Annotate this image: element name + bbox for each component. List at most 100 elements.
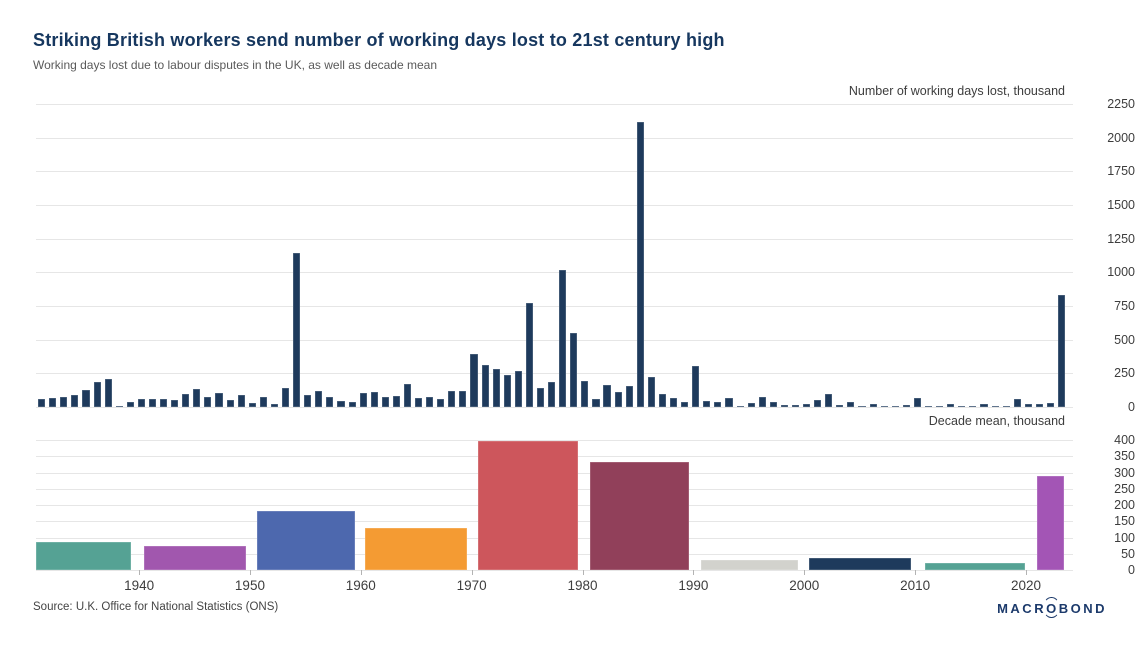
x-axis-tick-label: 1940 (124, 578, 155, 593)
year-bar (725, 398, 733, 407)
y-axis-tick-label: 500 (1114, 332, 1135, 347)
year-bar (780, 404, 788, 407)
logo-text-post: BOND (1058, 601, 1107, 616)
year-bar (215, 393, 223, 407)
year-bar (226, 399, 234, 407)
year-bar (592, 399, 600, 407)
year-bar (403, 383, 412, 407)
year-bar (670, 398, 678, 407)
y-axis-tick-label: 0 (1128, 563, 1135, 577)
gridline (36, 570, 1073, 571)
year-bar (880, 405, 888, 407)
year-bar (581, 381, 589, 407)
year-bar (847, 401, 855, 407)
year-bar (126, 401, 134, 407)
year-bar (769, 402, 777, 407)
year-bar (204, 397, 212, 407)
gridline (36, 171, 1073, 173)
gridline (36, 238, 1073, 240)
y-axis-tick-label: 2250 (1107, 97, 1135, 111)
year-bar (137, 399, 145, 407)
year-bar (536, 387, 545, 407)
logo-orbit-o-icon: O (1043, 597, 1060, 618)
y-axis-tick-label: 200 (1114, 498, 1135, 512)
year-bar (625, 385, 633, 407)
gridline (36, 373, 1073, 375)
macrobond-logo: MACROBOND (997, 597, 1107, 618)
year-bar (936, 405, 944, 407)
y-axis-tick-label: 300 (1114, 465, 1135, 480)
decade-bar (365, 528, 468, 570)
y-axis-tick-label: 250 (1114, 366, 1135, 381)
year-bar (692, 365, 700, 407)
decade-bar (36, 542, 132, 570)
year-bar (459, 390, 467, 407)
year-bar (681, 401, 689, 407)
x-axis-tick-mark (360, 570, 362, 575)
x-axis-tick-label: 1990 (678, 578, 709, 593)
year-bar (182, 394, 190, 407)
year-bar (703, 400, 711, 407)
decade-bar (701, 559, 798, 570)
year-bar (836, 404, 844, 407)
year-bar (415, 397, 423, 407)
gridline (36, 205, 1073, 206)
x-axis-tick-mark (693, 570, 695, 575)
year-bar (1002, 406, 1010, 407)
year-bar (603, 385, 611, 407)
x-axis-tick-mark (471, 570, 473, 575)
year-bar (548, 381, 556, 407)
y-axis-tick-label: 1500 (1107, 198, 1135, 212)
year-bar (93, 382, 101, 407)
x-axis-tick-label: 1980 (567, 578, 598, 593)
year-bar (82, 390, 90, 407)
year-bar (647, 377, 655, 407)
year-bar (825, 393, 833, 407)
decade-bar (925, 563, 1025, 570)
top-chart-plot-area: 0 250 500 750 1000 1250 1500 1750 2000 2250 (36, 97, 1135, 414)
x-axis-tick-label: 1970 (456, 578, 487, 593)
y-axis-tick-label: 1000 (1107, 265, 1135, 280)
year-bar (348, 401, 356, 407)
year-bar (49, 398, 57, 407)
year-bar (337, 400, 345, 407)
y-axis-tick-label: 50 (1121, 546, 1135, 561)
year-bar (437, 399, 445, 407)
year-bar (470, 353, 478, 407)
year-bar (736, 406, 744, 407)
page-subtitle: Working days lost due to labour disputes… (33, 58, 438, 72)
year-bar (237, 395, 245, 407)
decade-bar (1037, 476, 1064, 570)
logo-text-pre: MACR (997, 601, 1047, 616)
year-bar (947, 403, 955, 407)
y-axis-tick-label: 250 (1114, 481, 1135, 496)
y-axis-tick-label: 150 (1114, 514, 1135, 529)
year-bar (1046, 402, 1055, 407)
year-bar (924, 406, 933, 407)
y-axis-tick-label: 400 (1114, 433, 1135, 447)
year-bar (492, 369, 500, 407)
year-bar (115, 405, 123, 407)
source-attribution: Source: U.K. Office for National Statist… (33, 601, 279, 613)
year-bar (71, 394, 79, 407)
bottom-chart-axis-title: Decade mean, thousand (928, 414, 1065, 428)
x-axis-tick-label: 2010 (900, 578, 931, 593)
decade-bar (478, 440, 579, 570)
year-bar (958, 405, 966, 407)
x-axis-tick-mark (1025, 570, 1027, 575)
y-axis-tick-label: 2000 (1107, 130, 1135, 145)
year-bar (714, 402, 722, 407)
gridline (36, 407, 1073, 408)
year-bar (991, 405, 999, 407)
gridline (36, 104, 1073, 105)
x-axis-tick-label: 2020 (1010, 578, 1041, 593)
y-axis-tick-label: 100 (1114, 530, 1135, 545)
year-bar (570, 333, 578, 407)
decade-bar (590, 462, 689, 570)
year-bar (1058, 295, 1066, 407)
year-bar (359, 393, 367, 407)
y-axis-tick-label: 750 (1114, 299, 1135, 313)
decade-bar (256, 511, 356, 570)
x-axis-tick-label: 2000 (789, 578, 820, 593)
year-bar (160, 398, 168, 407)
